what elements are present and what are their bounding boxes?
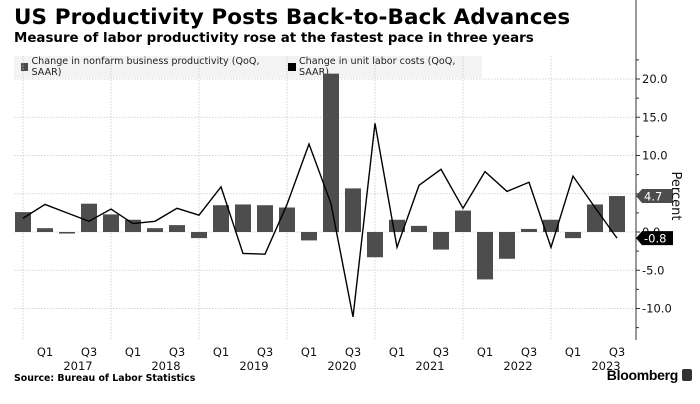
x-tick-label: Q1 (37, 345, 53, 359)
productivity-bar (345, 188, 361, 232)
labor-costs-last-value-label: -0.8 (636, 231, 673, 246)
x-tick-label: Q1 (477, 345, 493, 359)
x-year-label: 2019 (239, 359, 268, 373)
x-tick-label: Q3 (169, 345, 185, 359)
productivity-bar (543, 219, 559, 232)
productivity-bar (455, 210, 471, 232)
y-tick-label: -10.0 (642, 302, 672, 316)
x-tick-label: Q3 (257, 345, 273, 359)
productivity-bar (279, 207, 295, 232)
legend-label-productivity: Change in nonfarm business productivity … (31, 56, 260, 78)
productivity-bar (565, 232, 581, 239)
x-tick-label: Q1 (301, 345, 317, 359)
productivity-bar (477, 232, 493, 280)
productivity-bar (367, 232, 383, 258)
productivity-last-value-label: 4.7 (636, 189, 673, 204)
x-year-label: 2018 (151, 359, 180, 373)
productivity-bar (411, 225, 427, 232)
x-year-label: 2020 (327, 359, 356, 373)
legend-item-labor-costs: Change in unit labor costs (QoQ, SAAR) (288, 56, 476, 78)
y-tick-label: -5.0 (642, 263, 664, 277)
y-axis: 20.015.010.05.00.0-5.0-10.0 (635, 0, 672, 340)
productivity-bar (37, 228, 53, 232)
productivity-bar (103, 214, 119, 232)
chart-subtitle: Measure of labor productivity rose at th… (14, 31, 534, 46)
productivity-bar (257, 205, 273, 232)
legend: Change in nonfarm business productivity … (14, 56, 482, 78)
productivity-bar (323, 73, 339, 233)
productivity-bar (213, 205, 229, 232)
labor-costs-last-value-label-bg (636, 231, 673, 246)
productivity-bar (587, 204, 603, 232)
bar-series (15, 73, 625, 280)
brand-logo-text: Bloomberg (606, 367, 679, 383)
productivity-bar (169, 225, 185, 232)
x-tick-label: Q3 (433, 345, 449, 359)
x-year-label: 2023 (591, 359, 620, 373)
legend-item-productivity: Change in nonfarm business productivity … (21, 56, 275, 78)
x-year-label: 2022 (503, 359, 532, 373)
y-tick-label: 20.0 (642, 72, 668, 86)
productivity-bar (147, 228, 163, 232)
legend-label-labor-costs: Change in unit labor costs (QoQ, SAAR) (298, 56, 456, 78)
productivity-bar (609, 196, 625, 232)
chart-title: US Productivity Posts Back-to-Back Advan… (14, 5, 571, 30)
x-year-label: 2021 (415, 359, 444, 373)
x-tick-label: Q1 (389, 345, 405, 359)
productivity-bar (81, 203, 97, 232)
labor-costs-last-value-label-text: -0.8 (644, 232, 666, 246)
source-note: Source: Bureau of Labor Statistics (14, 373, 196, 384)
productivity-bar (59, 232, 75, 234)
last-value-labels: 4.7 -0.8 (636, 189, 673, 246)
x-tick-label: Q3 (609, 345, 625, 359)
productivity-bar (301, 232, 317, 241)
x-tick-label: Q3 (81, 345, 97, 359)
x-tick-label: Q1 (565, 345, 581, 359)
productivity-bar (235, 204, 251, 232)
line-series (22, 123, 618, 318)
unit-labor-costs-line (22, 123, 618, 318)
x-tick-label: Q1 (213, 345, 229, 359)
y-tick-label: 10.0 (642, 149, 668, 163)
x-tick-label: Q3 (521, 345, 537, 359)
y-axis-title: Percent (668, 172, 683, 221)
productivity-bar (191, 232, 207, 239)
productivity-bar (15, 212, 31, 232)
productivity-bar (499, 232, 515, 259)
productivity-last-value-label-text: 4.7 (644, 190, 662, 204)
bloomberg-icon (682, 369, 692, 381)
x-tick-label: Q1 (125, 345, 141, 359)
productivity-bar (433, 232, 449, 250)
x-tick-label: Q3 (345, 345, 361, 359)
y-tick-label: 15.0 (642, 110, 668, 124)
productivity-last-value-label-bg (636, 189, 673, 204)
legend-swatch-labor-costs (288, 63, 296, 71)
x-year-label: 2017 (63, 359, 92, 373)
grid-lines (14, 56, 636, 340)
productivity-bar (521, 228, 537, 232)
legend-swatch-productivity (21, 63, 29, 71)
productivity-bar (125, 219, 141, 232)
